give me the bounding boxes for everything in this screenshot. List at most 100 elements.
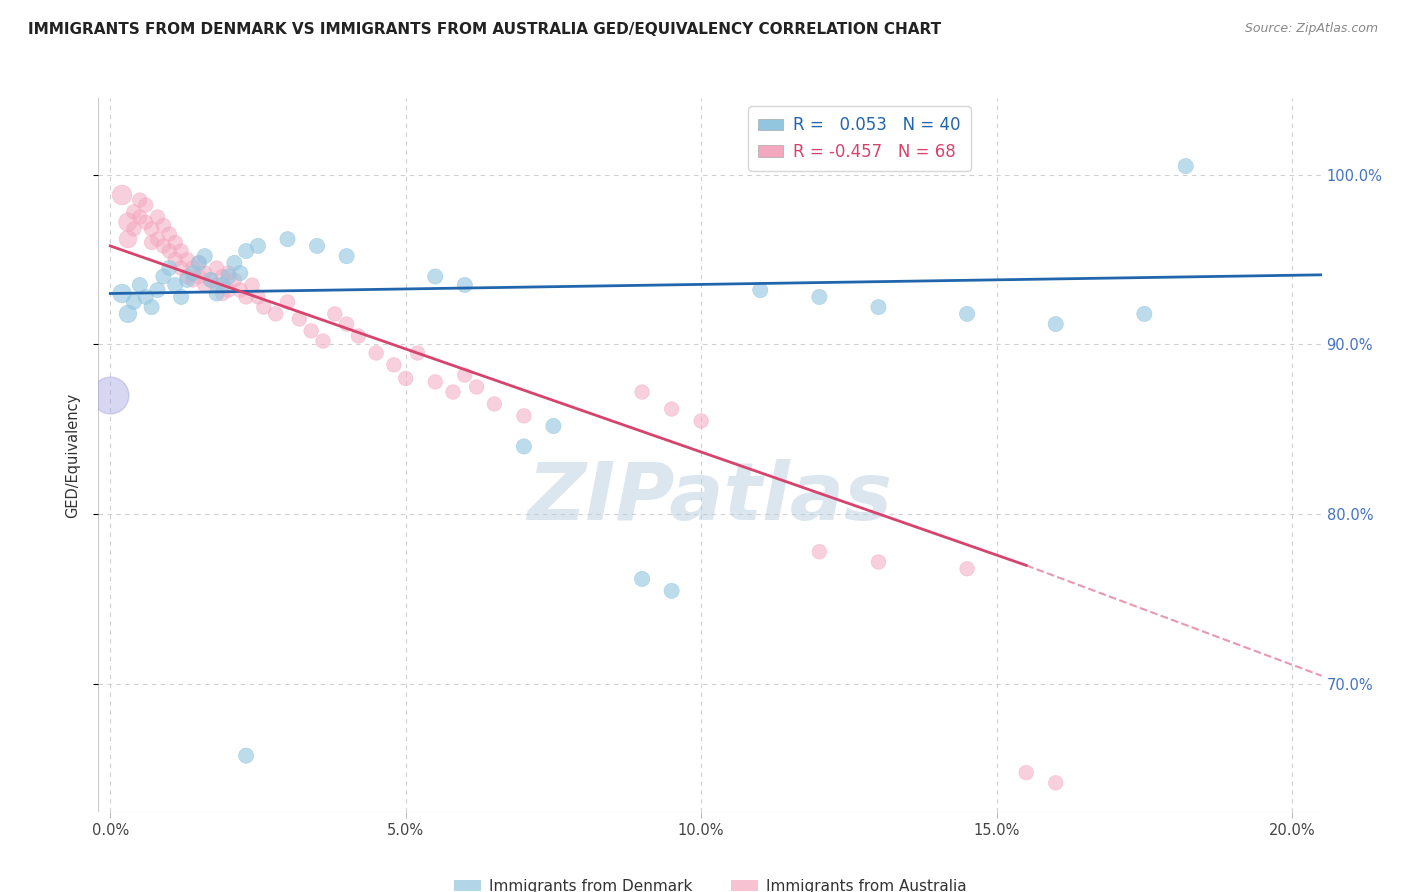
Point bbox=[956, 307, 979, 321]
Point bbox=[1174, 159, 1197, 173]
Point bbox=[146, 210, 169, 224]
Point bbox=[395, 371, 418, 385]
Point bbox=[176, 273, 198, 287]
Point bbox=[122, 295, 145, 310]
Point bbox=[170, 290, 193, 304]
Point bbox=[312, 334, 335, 348]
Point bbox=[661, 583, 683, 598]
Point bbox=[1015, 765, 1038, 780]
Point bbox=[187, 269, 209, 284]
Point bbox=[235, 244, 257, 258]
Point bbox=[661, 402, 683, 417]
Point bbox=[211, 278, 233, 293]
Point bbox=[205, 260, 228, 275]
Point bbox=[513, 439, 536, 453]
Point bbox=[170, 244, 193, 258]
Point bbox=[229, 266, 252, 280]
Point bbox=[165, 235, 187, 250]
Point bbox=[141, 235, 163, 250]
Text: IMMIGRANTS FROM DENMARK VS IMMIGRANTS FROM AUSTRALIA GED/EQUIVALENCY CORRELATION: IMMIGRANTS FROM DENMARK VS IMMIGRANTS FR… bbox=[28, 22, 941, 37]
Point bbox=[235, 290, 257, 304]
Point bbox=[187, 256, 209, 270]
Point bbox=[276, 232, 298, 246]
Point bbox=[152, 269, 174, 284]
Text: ZIPatlas: ZIPatlas bbox=[527, 458, 893, 537]
Point bbox=[217, 266, 239, 280]
Point bbox=[425, 375, 447, 389]
Point bbox=[194, 278, 217, 293]
Point bbox=[98, 388, 121, 402]
Point bbox=[253, 300, 276, 314]
Point bbox=[956, 562, 979, 576]
Point bbox=[631, 572, 654, 586]
Point bbox=[122, 222, 145, 236]
Point bbox=[454, 278, 477, 293]
Point bbox=[181, 273, 204, 287]
Point bbox=[229, 283, 252, 297]
Point bbox=[187, 256, 209, 270]
Point bbox=[543, 419, 565, 434]
Point bbox=[808, 545, 831, 559]
Point bbox=[170, 260, 193, 275]
Point bbox=[128, 193, 150, 207]
Point bbox=[868, 300, 890, 314]
Point bbox=[246, 239, 269, 253]
Point bbox=[749, 283, 772, 297]
Point bbox=[217, 269, 239, 284]
Point bbox=[117, 307, 139, 321]
Point bbox=[441, 385, 464, 400]
Point bbox=[1133, 307, 1156, 321]
Point bbox=[194, 249, 217, 263]
Point bbox=[336, 317, 359, 331]
Point bbox=[117, 232, 139, 246]
Point bbox=[347, 329, 370, 343]
Point bbox=[176, 269, 198, 284]
Point bbox=[631, 385, 654, 400]
Point bbox=[135, 198, 157, 212]
Point bbox=[1045, 776, 1067, 790]
Point bbox=[135, 215, 157, 229]
Point bbox=[366, 346, 388, 360]
Point bbox=[264, 307, 287, 321]
Point bbox=[224, 273, 246, 287]
Point bbox=[200, 273, 222, 287]
Point bbox=[122, 205, 145, 219]
Point bbox=[307, 239, 329, 253]
Point bbox=[111, 286, 134, 301]
Point bbox=[176, 252, 198, 267]
Point bbox=[128, 210, 150, 224]
Point bbox=[465, 380, 488, 394]
Point bbox=[157, 244, 180, 258]
Point bbox=[117, 215, 139, 229]
Point bbox=[382, 358, 405, 372]
Point bbox=[141, 222, 163, 236]
Point bbox=[454, 368, 477, 382]
Text: Source: ZipAtlas.com: Source: ZipAtlas.com bbox=[1244, 22, 1378, 36]
Point bbox=[205, 278, 228, 293]
Point bbox=[240, 278, 263, 293]
Point bbox=[152, 219, 174, 233]
Point bbox=[513, 409, 536, 423]
Point bbox=[146, 283, 169, 297]
Point bbox=[211, 286, 233, 301]
Legend: Immigrants from Denmark, Immigrants from Australia: Immigrants from Denmark, Immigrants from… bbox=[447, 873, 973, 892]
Point bbox=[288, 312, 311, 326]
Point bbox=[200, 273, 222, 287]
Point bbox=[205, 286, 228, 301]
Point bbox=[181, 260, 204, 275]
Point bbox=[135, 290, 157, 304]
Point bbox=[146, 232, 169, 246]
Point bbox=[111, 188, 134, 202]
Point bbox=[868, 555, 890, 569]
Point bbox=[165, 278, 187, 293]
Point bbox=[246, 290, 269, 304]
Point bbox=[406, 346, 429, 360]
Point bbox=[425, 269, 447, 284]
Point bbox=[165, 252, 187, 267]
Point bbox=[211, 269, 233, 284]
Point bbox=[157, 260, 180, 275]
Point bbox=[299, 324, 322, 338]
Point bbox=[323, 307, 346, 321]
Y-axis label: GED/Equivalency: GED/Equivalency bbox=[65, 392, 80, 517]
Point bbox=[152, 239, 174, 253]
